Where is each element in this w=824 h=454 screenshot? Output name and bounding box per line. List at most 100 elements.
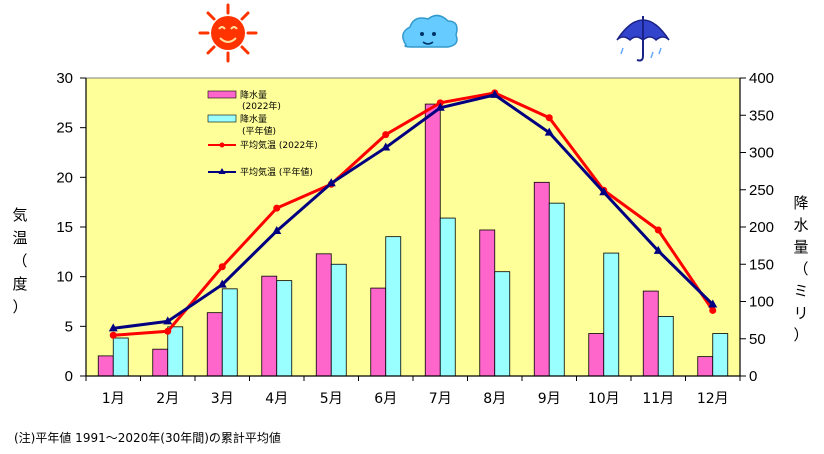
legend-swatch-precip-2022 [207,90,237,99]
right-axis-label-char: 水 [793,216,808,234]
point-temp-normal-7 [435,102,445,111]
left-axis-label-char: （ [12,252,27,270]
plot-area [85,77,741,377]
legend-label-temp-2022: 平均気温 (2022年) [240,139,318,151]
point-temp-2022-11 [654,226,662,234]
x-tick-label: 8月 [483,391,506,407]
bar-precip-2022-11 [642,290,659,377]
bar-precip-normal-4 [276,280,293,377]
x-tick-label: 11月 [642,391,674,407]
point-temp-normal-1 [108,323,118,332]
x-tick-label: 2月 [156,391,179,407]
point-temp-normal-11 [653,245,663,254]
left-axis-label-char: 温 [12,229,27,247]
bar-precip-2022-9 [533,181,550,377]
x-tick-label: 6月 [374,391,397,407]
bar-precip-2022-10 [588,333,605,377]
x-tick-label: 1月 [102,391,125,407]
right-tick-label: 0 [749,368,757,385]
point-temp-normal-6 [381,142,391,151]
line-temp-normal [113,93,714,330]
bar-precip-normal-8 [494,271,511,377]
bar-precip-normal-1 [112,337,129,377]
point-temp-normal-10 [599,187,609,196]
line-temp-2022 [113,91,714,337]
bar-precip-normal-9 [548,202,565,377]
right-tick-label: 100 [749,294,774,311]
right-tick-label: 350 [749,107,774,124]
right-tick-label: 400 [749,70,774,87]
bar-precip-normal-10 [603,252,620,377]
right-axis-label-char: 降 [793,194,808,212]
right-tick-label: 200 [749,219,774,236]
point-temp-normal-9 [544,127,554,136]
point-temp-normal-12 [708,299,718,308]
left-tick-label: 10 [56,269,73,286]
bar-precip-2022-7 [424,103,441,377]
left-tick-label: 15 [56,219,73,236]
legend-marker-temp-2022 [219,142,225,148]
bar-precip-2022-8 [479,229,496,377]
x-tick-label: 7月 [429,391,452,407]
right-axis-label-char: （ [793,260,808,278]
point-temp-normal-8 [490,89,500,98]
point-temp-normal-2 [163,316,173,325]
legend-label-precip-2022: 降水量 [240,89,267,101]
left-tick-label: 5 [65,318,73,335]
left-tick-label: 30 [56,70,73,87]
point-temp-2022-2 [164,327,172,335]
x-tick-label: 4月 [265,391,288,407]
bar-precip-2022-6 [370,287,387,377]
right-tick-label: 250 [749,182,774,199]
right-axis-label-char: ミ [793,282,808,300]
right-axis-label-char: リ [793,304,808,322]
point-temp-2022-6 [382,131,390,139]
left-tick-label: 20 [56,169,73,186]
legend-label-precip-normal: 降水量 [240,113,267,125]
sun-icon [198,3,258,63]
x-tick-label: 10月 [588,391,620,407]
bar-precip-normal-12 [712,333,729,377]
legend-label-temp-normal: 平均気温 (平年値) [240,166,313,178]
point-temp-2022-1 [109,331,117,339]
bar-precip-normal-7 [439,217,456,377]
right-tick-label: 300 [749,145,774,162]
point-temp-normal-3 [217,279,227,288]
legend-label-precip-2022-year: (2022年) [242,100,281,112]
left-axis-label-char: 気 [12,206,27,224]
point-temp-2022-9 [545,114,553,122]
right-tick-label: 150 [749,256,774,273]
bar-precip-2022-4 [261,275,278,377]
left-axis-label-char: 度 [12,275,27,293]
point-temp-2022-12 [709,306,717,314]
bar-precip-2022-3 [206,312,223,377]
right-tick-label: 50 [749,331,766,348]
point-temp-2022-4 [273,204,281,212]
footnote: (注)平年値 1991〜2020年(30年間)の累計平均値 [14,431,281,445]
x-tick-label: 9月 [538,391,561,407]
point-temp-2022-3 [218,263,226,271]
point-temp-normal-4 [272,225,282,234]
right-axis-label-char: ） [793,326,808,344]
left-tick-label: 25 [56,120,73,137]
bar-precip-normal-2 [167,326,184,377]
legend-marker-temp-normal [218,168,226,174]
bar-precip-2022-1 [97,355,114,377]
legend: 降水量 (2022年) 降水量 (平年値) 平均気温 (2022年) 平均気温 … [207,89,318,178]
umbrella-icon [616,16,670,62]
bar-precip-2022-5 [315,253,332,377]
right-axis-label-char: 量 [793,238,808,256]
bar-precip-2022-2 [152,348,169,377]
x-tick-label: 12月 [697,391,729,407]
bar-precip-normal-5 [330,263,347,377]
bar-precip-normal-3 [221,288,238,377]
left-tick-label: 0 [65,368,73,385]
bar-precip-2022-12 [697,356,714,377]
lines-layer [108,89,718,339]
x-tick-label: 3月 [211,391,234,407]
x-tick-label: 5月 [320,391,343,407]
legend-label-precip-normal-year: (平年値) [242,125,276,137]
bar-precip-normal-11 [657,315,674,377]
